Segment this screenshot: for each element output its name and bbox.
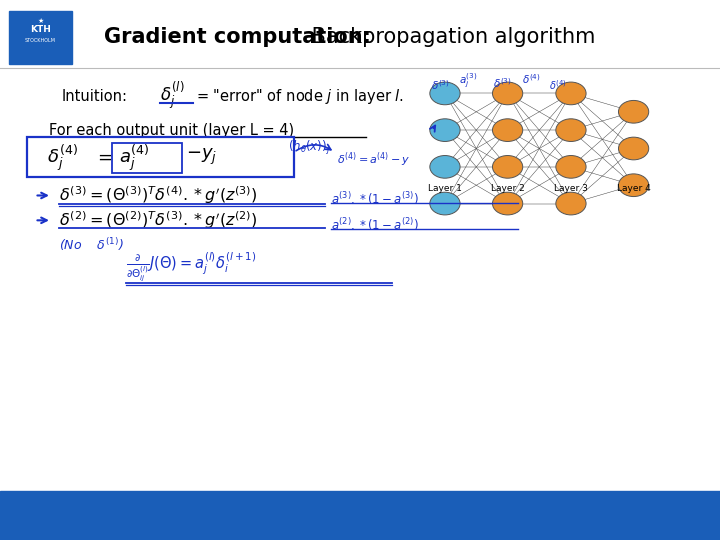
Circle shape (430, 119, 460, 141)
Text: $\delta^{(4)} = a^{(4)} - y$: $\delta^{(4)} = a^{(4)} - y$ (337, 150, 410, 168)
Text: $a^{(2)} .* (1 - a^{(2)})$: $a^{(2)} .* (1 - a^{(2)})$ (331, 215, 419, 233)
Circle shape (430, 192, 460, 215)
Text: $\delta^{(4)}$: $\delta^{(4)}$ (549, 78, 567, 92)
FancyBboxPatch shape (27, 137, 294, 177)
Text: $a^{(3)} .* (1 - a^{(3)})$: $a^{(3)} .* (1 - a^{(3)})$ (331, 190, 419, 207)
Circle shape (618, 100, 649, 123)
Text: Layer 1: Layer 1 (428, 184, 462, 193)
Text: $\delta^{(3)}$: $\delta^{(3)}$ (431, 78, 450, 92)
Text: $\frac{\partial}{\partial \Theta_{ij}^{(l)}} J(\Theta) = a_j^{(l)} \delta_i^{(l+: $\frac{\partial}{\partial \Theta_{ij}^{(… (126, 251, 256, 284)
Circle shape (430, 82, 460, 105)
Text: STOCKHOLM: STOCKHOLM (24, 38, 56, 43)
Text: For each output unit (layer L = 4): For each output unit (layer L = 4) (49, 123, 294, 138)
Circle shape (556, 82, 586, 105)
Text: $\delta^{(3)}$: $\delta^{(3)}$ (493, 76, 512, 90)
Text: (No    $\delta^{(1)}$): (No $\delta^{(1)}$) (59, 235, 124, 253)
Text: $\delta_j^{(4)}$: $\delta_j^{(4)}$ (47, 141, 78, 173)
Text: Gradient computation:: Gradient computation: (104, 26, 372, 47)
Circle shape (492, 156, 523, 178)
FancyBboxPatch shape (9, 11, 72, 64)
Text: KTH: KTH (30, 25, 50, 34)
Circle shape (430, 156, 460, 178)
Text: $\delta_j^{(l)}$: $\delta_j^{(l)}$ (160, 81, 184, 111)
Circle shape (492, 192, 523, 215)
Bar (0, 491, 720, 540)
Text: Layer 2: Layer 2 (491, 184, 524, 193)
Text: $- y_j$: $- y_j$ (186, 147, 217, 167)
Text: Backpropagation algorithm: Backpropagation algorithm (305, 26, 595, 47)
Text: Intuition:: Intuition: (61, 89, 127, 104)
FancyBboxPatch shape (112, 143, 182, 173)
Text: $(h_\theta(x))_j$: $(h_\theta(x))_j$ (288, 139, 330, 158)
Circle shape (492, 119, 523, 141)
Text: = "error" of node $j$ in layer $l$.: = "error" of node $j$ in layer $l$. (196, 86, 404, 106)
Circle shape (618, 174, 649, 197)
Circle shape (618, 137, 649, 160)
Text: Layer 4: Layer 4 (617, 184, 650, 193)
Circle shape (556, 192, 586, 215)
Circle shape (492, 82, 523, 105)
Text: $\delta^{(2)} = (\Theta^{(2)})^T \delta^{(3)} .* g'(z^{(2)})$: $\delta^{(2)} = (\Theta^{(2)})^T \delta^… (59, 210, 258, 231)
Text: $=$: $=$ (94, 148, 112, 166)
Text: $\delta^{(4)}$: $\delta^{(4)}$ (522, 72, 541, 86)
Text: $\delta^{(3)} = (\Theta^{(3)})^T \delta^{(4)} .* g'(z^{(3)})$: $\delta^{(3)} = (\Theta^{(3)})^T \delta^… (59, 185, 258, 206)
Circle shape (556, 156, 586, 178)
Text: Layer 3: Layer 3 (554, 184, 588, 193)
Text: $a_j^{(3)}$: $a_j^{(3)}$ (459, 72, 477, 90)
Circle shape (556, 119, 586, 141)
Text: $a_j^{(4)}$: $a_j^{(4)}$ (119, 141, 150, 173)
Text: ★: ★ (37, 17, 43, 24)
